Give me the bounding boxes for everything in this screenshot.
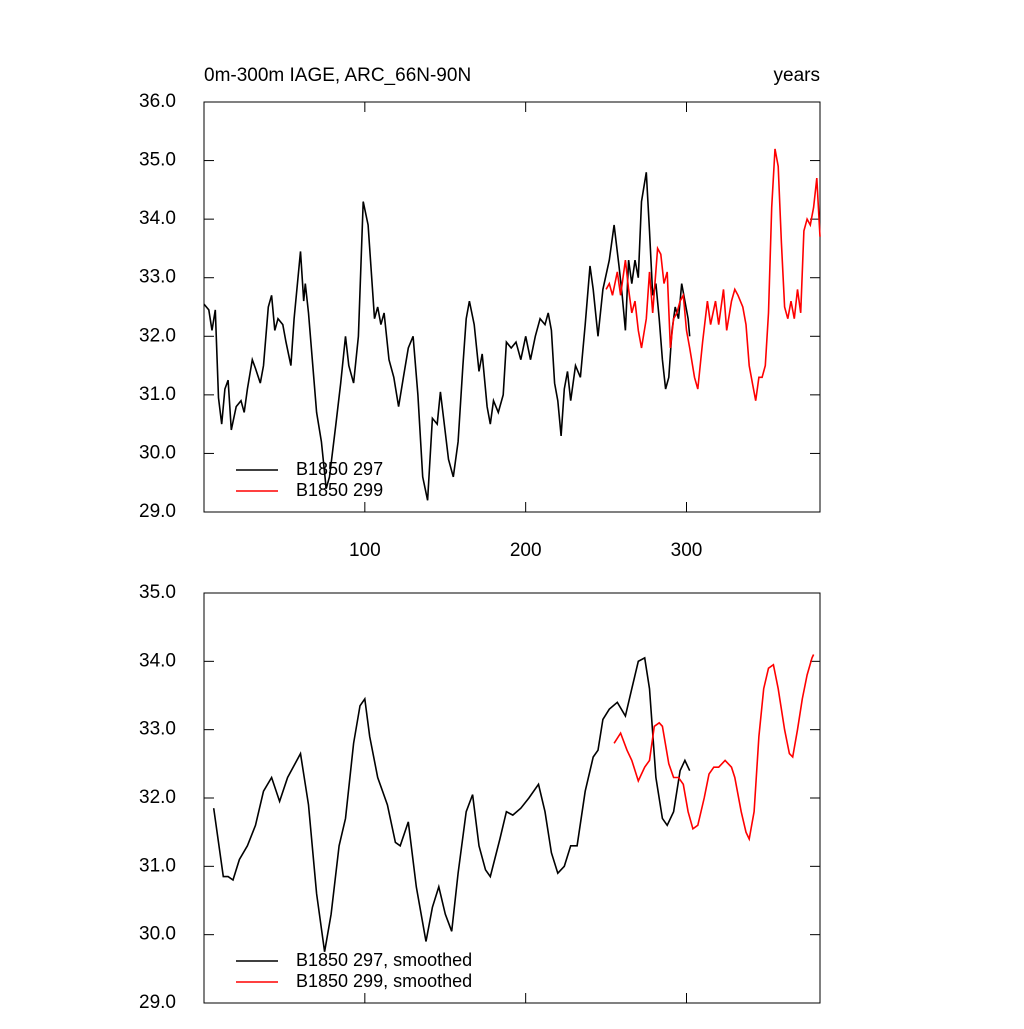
- plot-frame: [203, 592, 821, 1004]
- legend-label: B1850 299, smoothed: [296, 971, 472, 991]
- legend-label: B1850 299: [296, 480, 383, 500]
- plot-frame: [203, 101, 821, 513]
- data-line: [613, 654, 815, 842]
- y-tick-label: 34.0: [139, 650, 176, 671]
- y-tick-label: 33.0: [139, 267, 176, 288]
- y-tick-label: 32.0: [139, 787, 176, 808]
- data-line: [203, 172, 691, 501]
- y-tick-label: 35.0: [139, 582, 176, 603]
- y-tick-label: 32.0: [139, 325, 176, 346]
- data-line: [212, 656, 691, 952]
- legend-label: B1850 297: [296, 459, 383, 479]
- y-tick-label: 31.0: [139, 855, 176, 876]
- y-tick-label: 36.0: [139, 91, 176, 112]
- x-tick-label: 200: [510, 540, 542, 561]
- chart-title: 0m-300m IAGE, ARC_66N-90N: [204, 65, 471, 86]
- y-tick-label: 30.0: [139, 924, 176, 945]
- x-tick-label: 100: [349, 540, 381, 561]
- y-tick-label: 30.0: [139, 442, 176, 463]
- y-tick-label: 34.0: [139, 208, 176, 229]
- y-tick-label: 35.0: [139, 150, 176, 171]
- y-tick-label: 31.0: [139, 384, 176, 405]
- legend-label: B1850 297, smoothed: [296, 950, 472, 970]
- y-tick-label: 29.0: [139, 992, 176, 1013]
- y-tick-label: 33.0: [139, 719, 176, 740]
- data-line: [605, 148, 821, 401]
- y-tick-label: 29.0: [139, 501, 176, 522]
- units-label: years: [774, 65, 820, 86]
- x-tick-label: 300: [671, 540, 703, 561]
